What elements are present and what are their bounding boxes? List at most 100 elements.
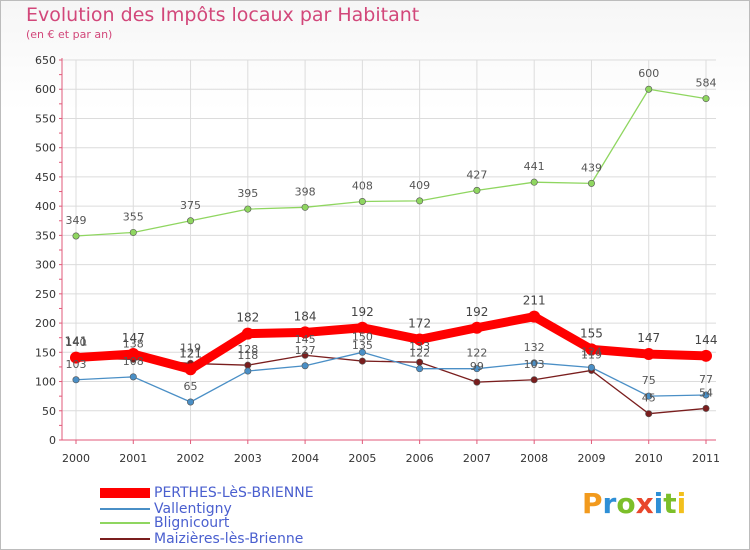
- data-label: 118: [237, 349, 258, 362]
- chart-subtitle: (en € et par an): [26, 28, 113, 41]
- data-point: [244, 361, 252, 369]
- data-label: 119: [180, 341, 201, 354]
- data-point: [416, 358, 424, 366]
- data-point: [473, 365, 481, 373]
- data-point: [645, 85, 653, 93]
- data-label: 182: [236, 311, 259, 325]
- data-point: [129, 373, 137, 381]
- data-point: [129, 228, 137, 236]
- data-point: [301, 351, 309, 359]
- data-point: [413, 333, 426, 346]
- data-label: 349: [66, 214, 87, 227]
- data-point: [645, 392, 653, 400]
- data-point: [301, 362, 309, 370]
- series-lines: [70, 85, 712, 418]
- data-label: 103: [66, 358, 87, 371]
- data-point: [127, 348, 140, 361]
- legend-item-blignicourt: Blignicourt: [100, 515, 229, 531]
- data-label: 395: [237, 187, 258, 200]
- logo-letter: x: [635, 487, 654, 520]
- data-point: [530, 359, 538, 367]
- y-tick-label: 100: [35, 376, 56, 389]
- y-tick-label: 250: [35, 288, 56, 301]
- series-line-2: [75, 88, 707, 237]
- data-label: 75: [642, 374, 656, 387]
- data-point: [416, 365, 424, 373]
- x-tick-label: 2008: [520, 452, 548, 465]
- data-label: 155: [580, 326, 603, 340]
- y-tick-label: 150: [35, 346, 56, 359]
- series-line-1: [75, 351, 707, 403]
- data-point: [187, 398, 195, 406]
- y-tick-label: 400: [35, 200, 56, 213]
- y-tick-label: 50: [42, 405, 56, 418]
- y-tick-label: 450: [35, 171, 56, 184]
- data-point: [244, 367, 252, 375]
- data-label: 145: [295, 333, 316, 346]
- data-label: 122: [466, 347, 487, 360]
- data-label: 439: [581, 161, 602, 174]
- data-point: [587, 364, 595, 372]
- legend-label-maizieres: Maizières-lès-Brienne: [154, 531, 304, 547]
- x-tick-label: 2003: [234, 452, 262, 465]
- data-label: 584: [696, 77, 717, 90]
- data-label: 211: [523, 294, 546, 308]
- series-line-0: [71, 312, 711, 374]
- data-point: [530, 376, 538, 384]
- grid: [62, 59, 716, 441]
- data-point: [356, 321, 369, 334]
- y-tick-label: 550: [35, 112, 56, 125]
- data-label: 141: [65, 335, 88, 349]
- x-tick-label: 2001: [119, 452, 147, 465]
- y-tick-label: 350: [35, 229, 56, 242]
- x-tick-label: 2005: [348, 452, 376, 465]
- axes: 0 50 100 150 200 250 300 350 400 450 500 550 600 650 2…: [35, 54, 720, 465]
- data-point: [244, 205, 252, 213]
- data-label: 54: [699, 386, 713, 399]
- logo-letter: o: [616, 487, 636, 520]
- legend-item-perthes: PERTHES-LèS-BRIENNE: [100, 485, 314, 501]
- legend-label-vallentigny: Vallentigny: [154, 501, 232, 517]
- data-label: 128: [237, 343, 258, 356]
- data-point: [585, 343, 598, 356]
- y-tick-label: 600: [35, 83, 56, 96]
- data-point: [184, 363, 197, 376]
- data-point: [416, 197, 424, 205]
- data-label: 103: [524, 358, 545, 371]
- data-label: 65: [184, 380, 198, 393]
- data-label: 355: [123, 210, 144, 223]
- data-label: 144: [695, 333, 718, 347]
- y-tick-label: 200: [35, 317, 56, 330]
- data-label: 600: [638, 67, 659, 80]
- x-tick-label: 2000: [62, 452, 90, 465]
- x-tick-label: 2010: [635, 452, 663, 465]
- data-label: 108: [123, 355, 144, 368]
- x-tick-label: 2006: [406, 452, 434, 465]
- data-label: 147: [637, 331, 660, 345]
- data-point: [528, 310, 541, 323]
- data-point: [72, 376, 80, 384]
- data-label: 192: [465, 305, 488, 319]
- data-label: 140: [66, 336, 87, 349]
- data-label: 135: [352, 339, 373, 352]
- data-label: 150: [352, 330, 373, 343]
- data-label: 127: [295, 344, 316, 357]
- data-label: 124: [581, 346, 602, 359]
- data-point: [187, 217, 195, 225]
- legend-item-vallentigny: Vallentigny: [100, 501, 232, 517]
- y-tick-label: 0: [49, 434, 56, 447]
- data-label: 147: [122, 331, 145, 345]
- y-tick-label: 500: [35, 142, 56, 155]
- data-point: [473, 378, 481, 386]
- x-tick-label: 2009: [577, 452, 605, 465]
- legend-label-perthes: PERTHES-LèS-BRIENNE: [154, 485, 314, 501]
- y-tick-label: 650: [35, 54, 56, 67]
- data-label: 192: [351, 305, 374, 319]
- data-label: 184: [294, 309, 317, 323]
- data-label: 132: [524, 341, 545, 354]
- data-point: [70, 351, 82, 364]
- logo-letter: t: [663, 487, 677, 520]
- data-point: [700, 349, 712, 362]
